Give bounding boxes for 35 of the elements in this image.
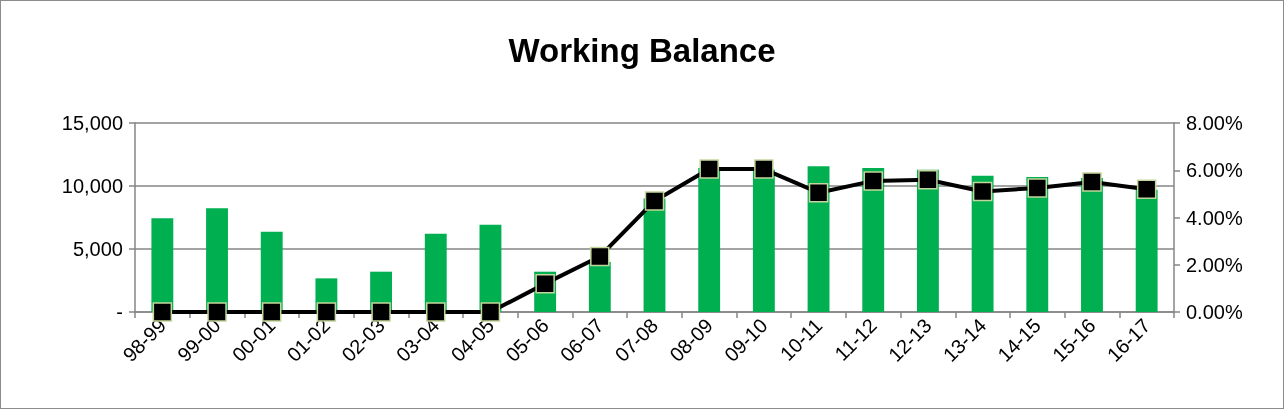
bar — [206, 208, 228, 312]
point — [754, 159, 774, 179]
point — [590, 246, 610, 267]
bar — [151, 218, 174, 312]
bar — [752, 169, 775, 312]
bar — [698, 167, 721, 312]
y-tick-label: - — [116, 301, 123, 323]
bar — [588, 261, 611, 312]
point — [918, 169, 938, 190]
point — [152, 302, 173, 322]
point — [972, 181, 993, 202]
point — [316, 302, 337, 322]
point — [808, 182, 829, 203]
y-tick-label: 10,000 — [61, 175, 123, 197]
point — [261, 302, 282, 322]
point — [1082, 172, 1102, 192]
y2-tick-label: 4.00% — [1186, 206, 1243, 229]
chart-title: Working Balance — [508, 32, 776, 69]
y2-tick-label: 0.00% — [1186, 301, 1243, 323]
point — [863, 171, 883, 191]
y2-tick-label: 6.00% — [1186, 159, 1243, 182]
y2-tick-label: 2.00% — [1186, 253, 1243, 276]
point — [699, 159, 719, 179]
point — [1027, 178, 1048, 198]
y-tick-label: 15,000 — [61, 112, 123, 134]
point — [480, 302, 501, 322]
point — [207, 302, 227, 322]
y2-tick-label: 8.00% — [1186, 112, 1243, 134]
point — [371, 302, 391, 322]
bar — [1081, 178, 1103, 312]
point — [1136, 179, 1157, 199]
point — [644, 191, 665, 211]
bar — [1135, 189, 1158, 312]
point — [426, 302, 446, 322]
y-tick-label: 5,000 — [72, 238, 123, 260]
